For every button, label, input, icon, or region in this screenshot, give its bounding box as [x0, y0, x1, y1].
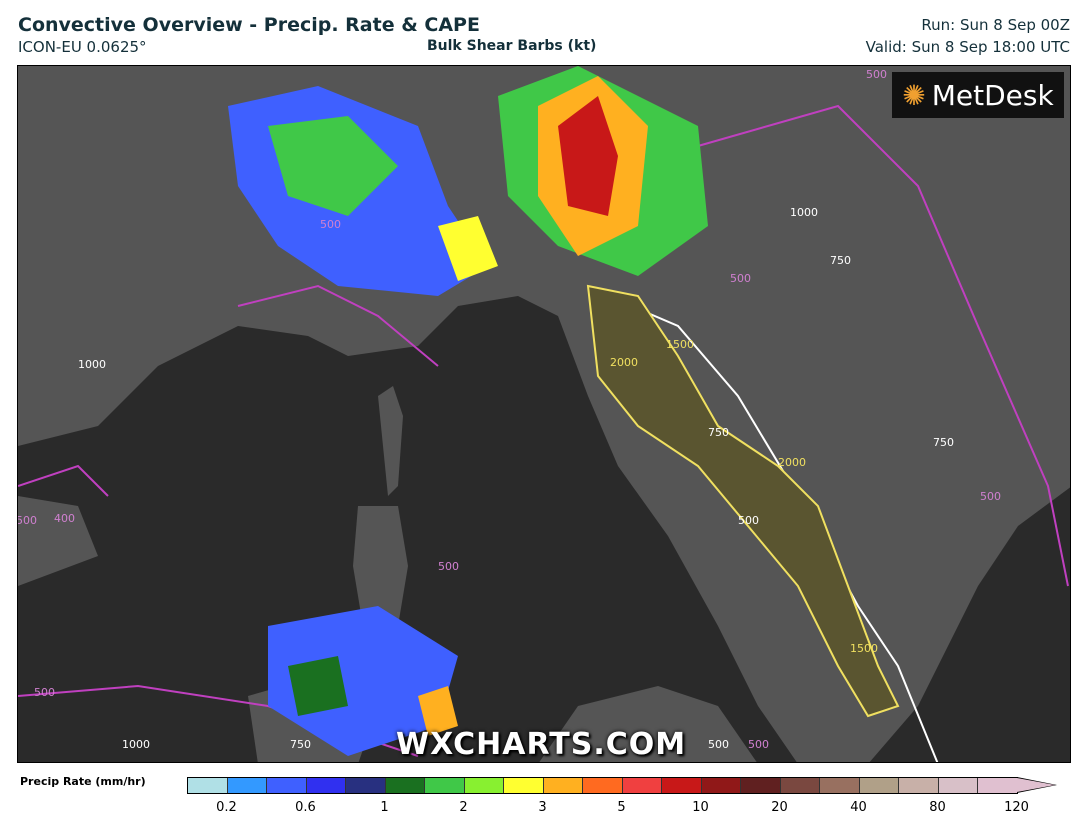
colorbar-cell [504, 778, 544, 793]
contour-label: 500 [708, 738, 729, 751]
logo-burst-icon: ✺ [902, 78, 926, 112]
colorbar-cell [780, 778, 820, 793]
contour-label: 500 [748, 738, 769, 751]
colorbar-tick-label: 20 [771, 800, 788, 815]
colorbar-tick-label: 0.6 [295, 800, 316, 815]
colorbar-cell [267, 778, 307, 793]
colorbar [187, 777, 1018, 794]
colorbar-cell [741, 778, 781, 793]
colorbar-tick-label: 3 [538, 800, 547, 815]
model-label: ICON-EU 0.0625° [18, 38, 147, 56]
contour-label: 2000 [778, 456, 806, 469]
contour-label: 500 [34, 686, 55, 699]
colorbar-cell [859, 778, 899, 793]
contour-label: 400 [54, 512, 75, 525]
legend-label: Precip Rate (mm/hr) [20, 775, 146, 788]
contour-label: 1500 [850, 642, 878, 655]
precip-areas [228, 66, 708, 756]
colorbar-cell [662, 778, 702, 793]
contour-label: 750 [830, 254, 851, 267]
colorbar-cell [820, 778, 860, 793]
colorbar-cell [227, 778, 267, 793]
contour-label: 750 [290, 738, 311, 751]
contour-label: 750 [708, 426, 729, 439]
colorbar-cell [543, 778, 583, 793]
contour-label: 1000 [78, 358, 106, 371]
contour-label: 500 [866, 68, 887, 81]
colorbar-cell [583, 778, 623, 793]
colorbar-cell [938, 778, 978, 793]
colorbar-cell [464, 778, 504, 793]
colorbar-cell [188, 778, 228, 793]
contour-label: 500 [438, 560, 459, 573]
contour-label: 1500 [666, 338, 694, 351]
colorbar-cell [978, 778, 1018, 793]
watermark: WXCHARTS.COM [396, 727, 687, 762]
colorbar-cell [346, 778, 386, 793]
colorbar-cell [385, 778, 425, 793]
valid-time: Valid: Sun 8 Sep 18:00 UTC [865, 38, 1070, 56]
colorbar-tick-label: 80 [929, 800, 946, 815]
contour-label: 1000 [122, 738, 150, 751]
colorbar-tick-label: 40 [850, 800, 867, 815]
colorbar-cell [306, 778, 346, 793]
contour-label: 2000 [610, 356, 638, 369]
contour-label: 500 [738, 514, 759, 527]
colorbar-tick-label: 2 [459, 800, 468, 815]
contour-label: 500 [320, 218, 341, 231]
contour-label: 500 [17, 514, 37, 527]
contour-label: 750 [933, 436, 954, 449]
colorbar-cell [899, 778, 939, 793]
weather-map: ✺ MetDesk 500 500 1000 750 1500 2000 2000… [17, 65, 1071, 763]
metdesk-logo: ✺ MetDesk [892, 72, 1064, 118]
colorbar-tick-label: 5 [617, 800, 626, 815]
subtitle: Bulk Shear Barbs (kt) [427, 38, 597, 54]
contour-label: 500 [730, 272, 751, 285]
colorbar-tick-label: 1 [380, 800, 389, 815]
colorbar-cell [425, 778, 465, 793]
colorbar-tick-label: 0.2 [216, 800, 237, 815]
chart-title: Convective Overview - Precip. Rate & CAP… [18, 14, 480, 36]
colorbar-cell [622, 778, 662, 793]
colorbar-extend-arrow [1017, 777, 1057, 793]
colorbar-tick-label: 120 [1004, 800, 1029, 815]
run-time: Run: Sun 8 Sep 00Z [921, 16, 1070, 34]
colorbar-tick-label: 10 [692, 800, 709, 815]
contour-label: 500 [980, 490, 1001, 503]
colorbar-cell [701, 778, 741, 793]
map-graphic [18, 66, 1070, 762]
cape-high-area [586, 284, 900, 718]
contour-label: 1000 [790, 206, 818, 219]
